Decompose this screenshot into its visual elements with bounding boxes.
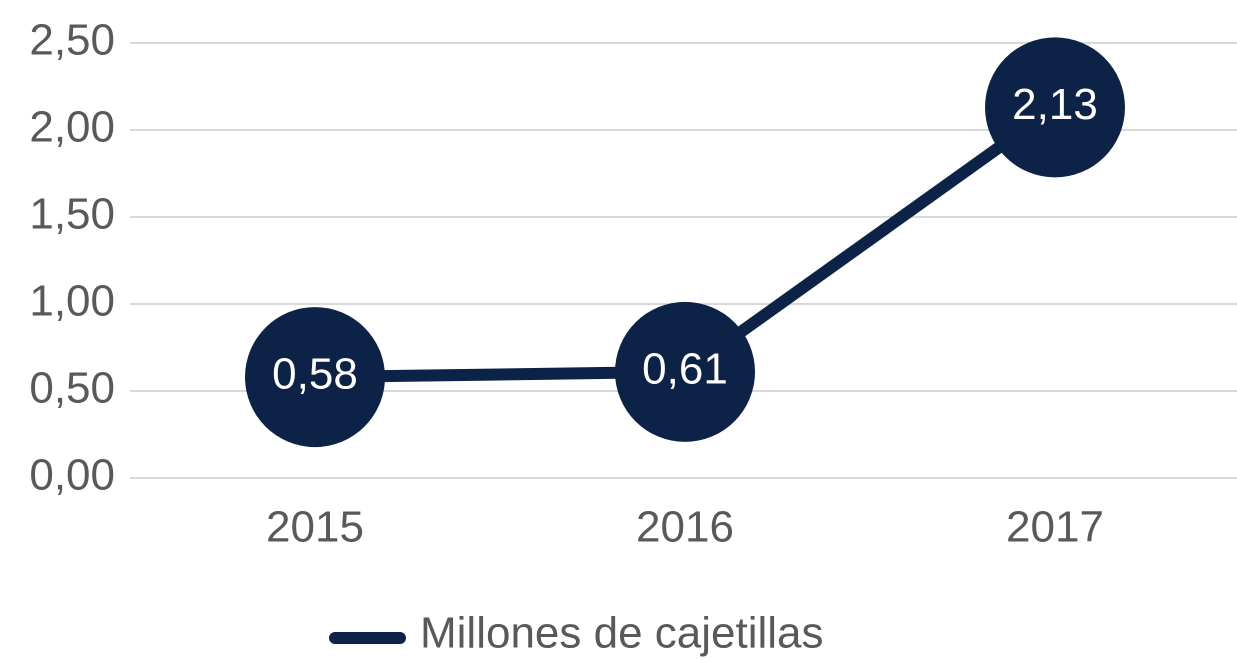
y-tick-label: 0,00 xyxy=(29,451,115,500)
y-tick-label: 2,00 xyxy=(29,103,115,152)
y-tick-label: 0,50 xyxy=(29,364,115,413)
x-tick-label: 2016 xyxy=(636,503,734,552)
y-tick-label: 1,50 xyxy=(29,190,115,239)
x-tick-label: 2015 xyxy=(266,503,364,552)
marker xyxy=(615,301,755,442)
legend-label: Millones de cajetillas xyxy=(420,609,824,658)
x-tick-label: 2017 xyxy=(1006,503,1104,552)
data-label: 0,61 xyxy=(642,344,728,393)
y-tick-label: 2,50 xyxy=(29,16,115,65)
data-label: 0,58 xyxy=(272,350,358,399)
data-label: 2,13 xyxy=(1012,80,1098,129)
marker xyxy=(985,37,1125,178)
y-tick-label: 1,00 xyxy=(29,277,115,326)
marker xyxy=(245,307,385,448)
